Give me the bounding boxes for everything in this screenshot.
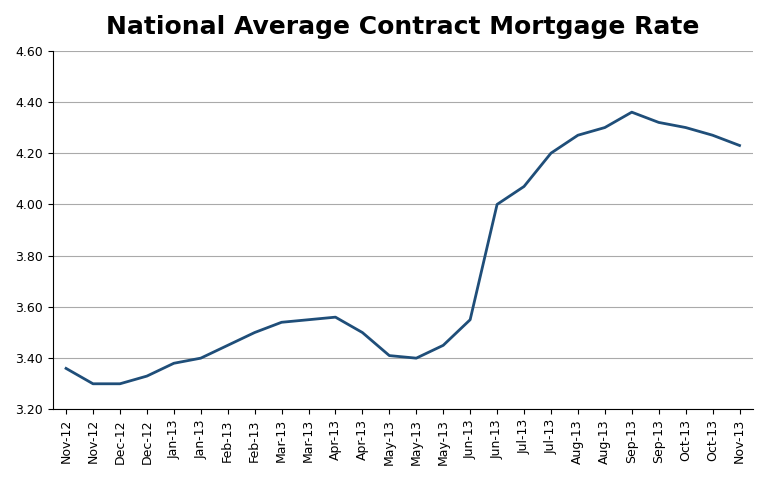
- Title: National Average Contract Mortgage Rate: National Average Contract Mortgage Rate: [106, 15, 700, 39]
